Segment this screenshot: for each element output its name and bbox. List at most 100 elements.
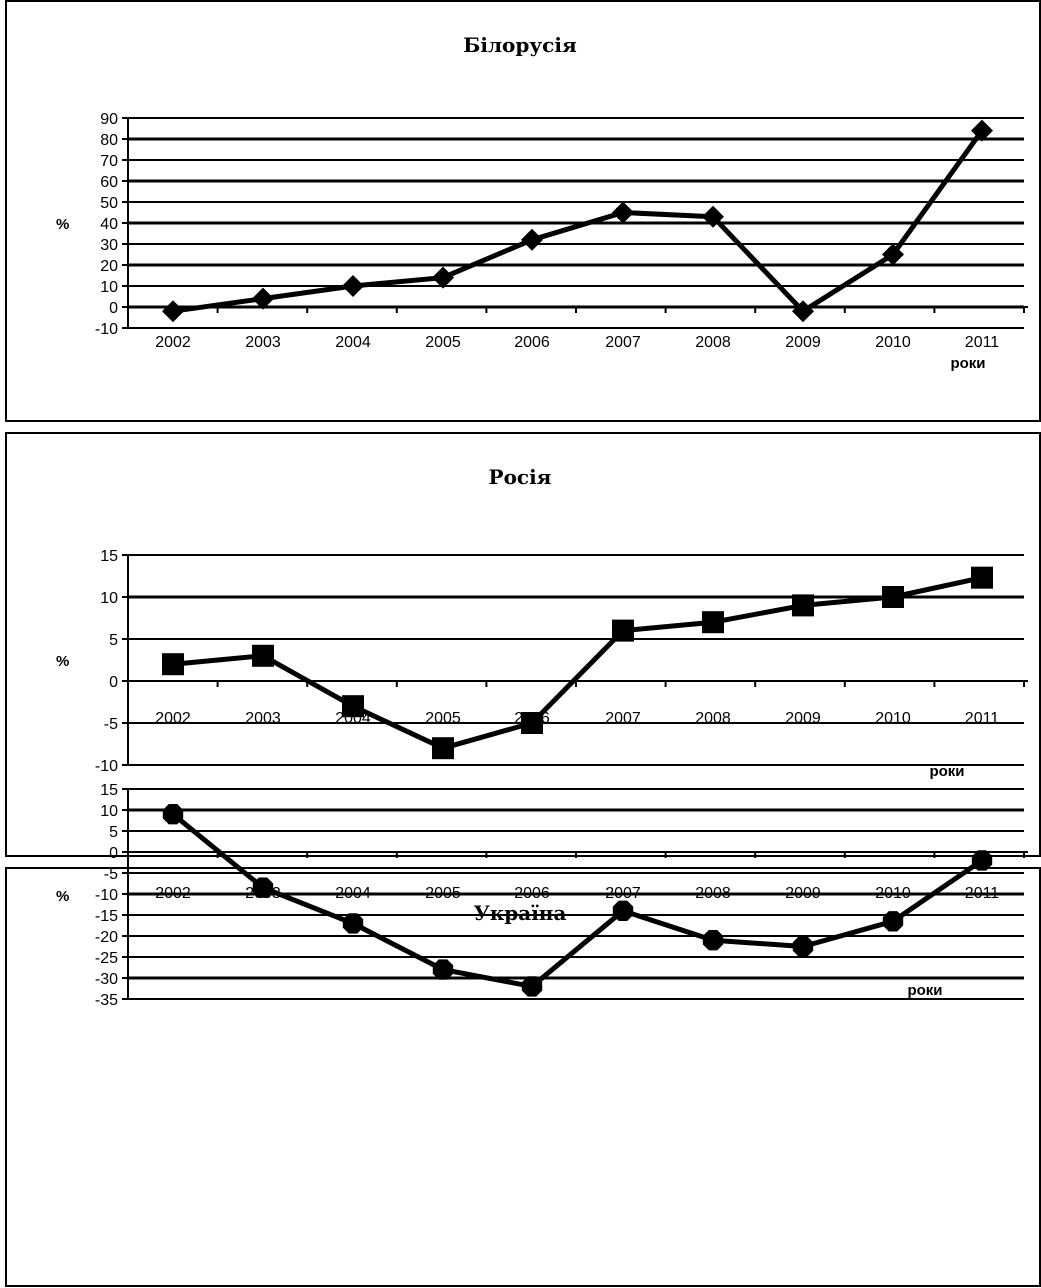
x-tick-label: 2007 <box>605 885 641 902</box>
x-tick-label: 2005 <box>425 334 461 351</box>
data-point <box>432 266 454 289</box>
y-tick-label: -10 <box>95 321 118 338</box>
x-tick-label: 2006 <box>514 334 550 351</box>
x-tick-label: 2008 <box>695 710 731 727</box>
y-tick-label: 15 <box>100 782 118 799</box>
x-tick-label: 2005 <box>425 710 461 727</box>
data-point <box>702 930 724 951</box>
data-point <box>882 243 904 266</box>
y-tick-label: -30 <box>95 971 118 988</box>
chart-frame <box>5 432 1041 857</box>
y-axis-label: % <box>56 216 69 233</box>
y-tick-label: 5 <box>109 824 118 841</box>
data-point <box>612 900 634 921</box>
y-tick-label: 5 <box>109 632 118 649</box>
data-point <box>521 228 543 251</box>
y-tick-label: 80 <box>100 132 118 149</box>
x-axis-label: роки <box>950 355 985 372</box>
x-tick-label: 2002 <box>155 710 191 727</box>
chart-title: Білорусія <box>463 33 577 57</box>
y-tick-label: -15 <box>95 908 118 925</box>
data-point <box>432 737 454 760</box>
data-point <box>792 300 814 323</box>
data-point <box>162 653 184 676</box>
x-tick-label: 2006 <box>514 885 550 902</box>
x-tick-label: 2007 <box>605 334 641 351</box>
data-point <box>342 695 364 718</box>
data-point <box>702 611 724 634</box>
chart-frame <box>5 867 1041 1287</box>
y-tick-label: 30 <box>100 237 118 254</box>
y-tick-label: 20 <box>100 258 118 275</box>
data-point <box>971 850 993 871</box>
data-point <box>521 712 543 734</box>
y-tick-label: 0 <box>109 300 118 317</box>
y-tick-label: -10 <box>95 758 118 775</box>
y-tick-label: 10 <box>100 279 118 296</box>
chart-title: Україна <box>474 901 567 925</box>
data-point <box>342 913 364 934</box>
chart-title: Росія <box>489 465 552 489</box>
y-tick-label: 40 <box>100 216 118 233</box>
x-tick-label: 2011 <box>965 885 1000 902</box>
data-point <box>702 205 724 228</box>
y-tick-label: -5 <box>104 716 118 733</box>
y-tick-label: 10 <box>100 590 118 607</box>
data-point <box>252 287 274 310</box>
series-line <box>172 129 985 314</box>
x-tick-label: 2005 <box>425 885 461 902</box>
x-tick-label: 2002 <box>155 885 191 902</box>
data-point <box>162 804 184 825</box>
data-point <box>252 644 274 667</box>
y-tick-label: 10 <box>100 803 118 820</box>
series-line <box>171 812 984 989</box>
data-point <box>432 959 454 980</box>
data-point <box>882 586 904 608</box>
y-tick-label: -5 <box>104 866 118 883</box>
series-line <box>172 575 983 751</box>
chart-2: Росія-10-5051015%20022003200420052006200… <box>5 432 1041 857</box>
data-point <box>521 976 543 997</box>
y-tick-label: -10 <box>95 887 118 904</box>
x-tick-label: 2004 <box>335 885 371 902</box>
data-point <box>971 566 993 589</box>
x-tick-label: 2003 <box>245 710 281 727</box>
x-tick-label: 2011 <box>965 710 1000 727</box>
y-tick-label: 50 <box>100 195 118 212</box>
data-point <box>612 619 634 642</box>
y-tick-label: 70 <box>100 153 118 170</box>
data-point <box>792 936 814 957</box>
x-tick-label: 2008 <box>695 334 731 351</box>
x-axis-label: роки <box>907 982 942 999</box>
chart-3: Україна -35 -30 -25 -20 -15 -10 -5 0 5 10 15% 2002 20… <box>5 782 1041 1287</box>
x-tick-label: 2010 <box>875 885 911 902</box>
x-tick-label: 2009 <box>785 885 821 902</box>
y-tick-label: 0 <box>109 674 118 691</box>
x-tick-label: 2010 <box>875 334 911 351</box>
data-point <box>882 911 904 932</box>
chart-frame <box>5 0 1041 422</box>
x-tick-label: 2009 <box>785 710 821 727</box>
x-tick-label: 2007 <box>605 710 641 727</box>
data-point <box>792 594 814 617</box>
data-point <box>612 201 634 224</box>
x-tick-label: 2011 <box>965 334 1000 351</box>
x-tick-label: 2004 <box>335 334 371 351</box>
y-tick-label: -25 <box>95 950 118 967</box>
y-axis-label: % <box>56 653 69 670</box>
data-point <box>252 877 274 898</box>
x-axis-label: роки <box>929 763 964 780</box>
y-tick-label: 0 <box>109 845 118 862</box>
data-point <box>971 119 993 142</box>
y-tick-label: -20 <box>95 929 118 946</box>
x-tick-label: 2008 <box>695 885 731 902</box>
x-tick-label: 2003 <box>245 334 281 351</box>
data-point <box>162 300 184 323</box>
x-tick-label: 2002 <box>155 334 191 351</box>
x-tick-label: 2010 <box>875 710 911 727</box>
x-tick-label: 2009 <box>785 334 821 351</box>
y-tick-label: -35 <box>95 992 118 1009</box>
y-tick-label: 90 <box>100 111 118 128</box>
chart-1: Білорусія -10 0 10 20 30 40 50 60 70 80 90% 2002 2003… <box>5 0 1041 422</box>
